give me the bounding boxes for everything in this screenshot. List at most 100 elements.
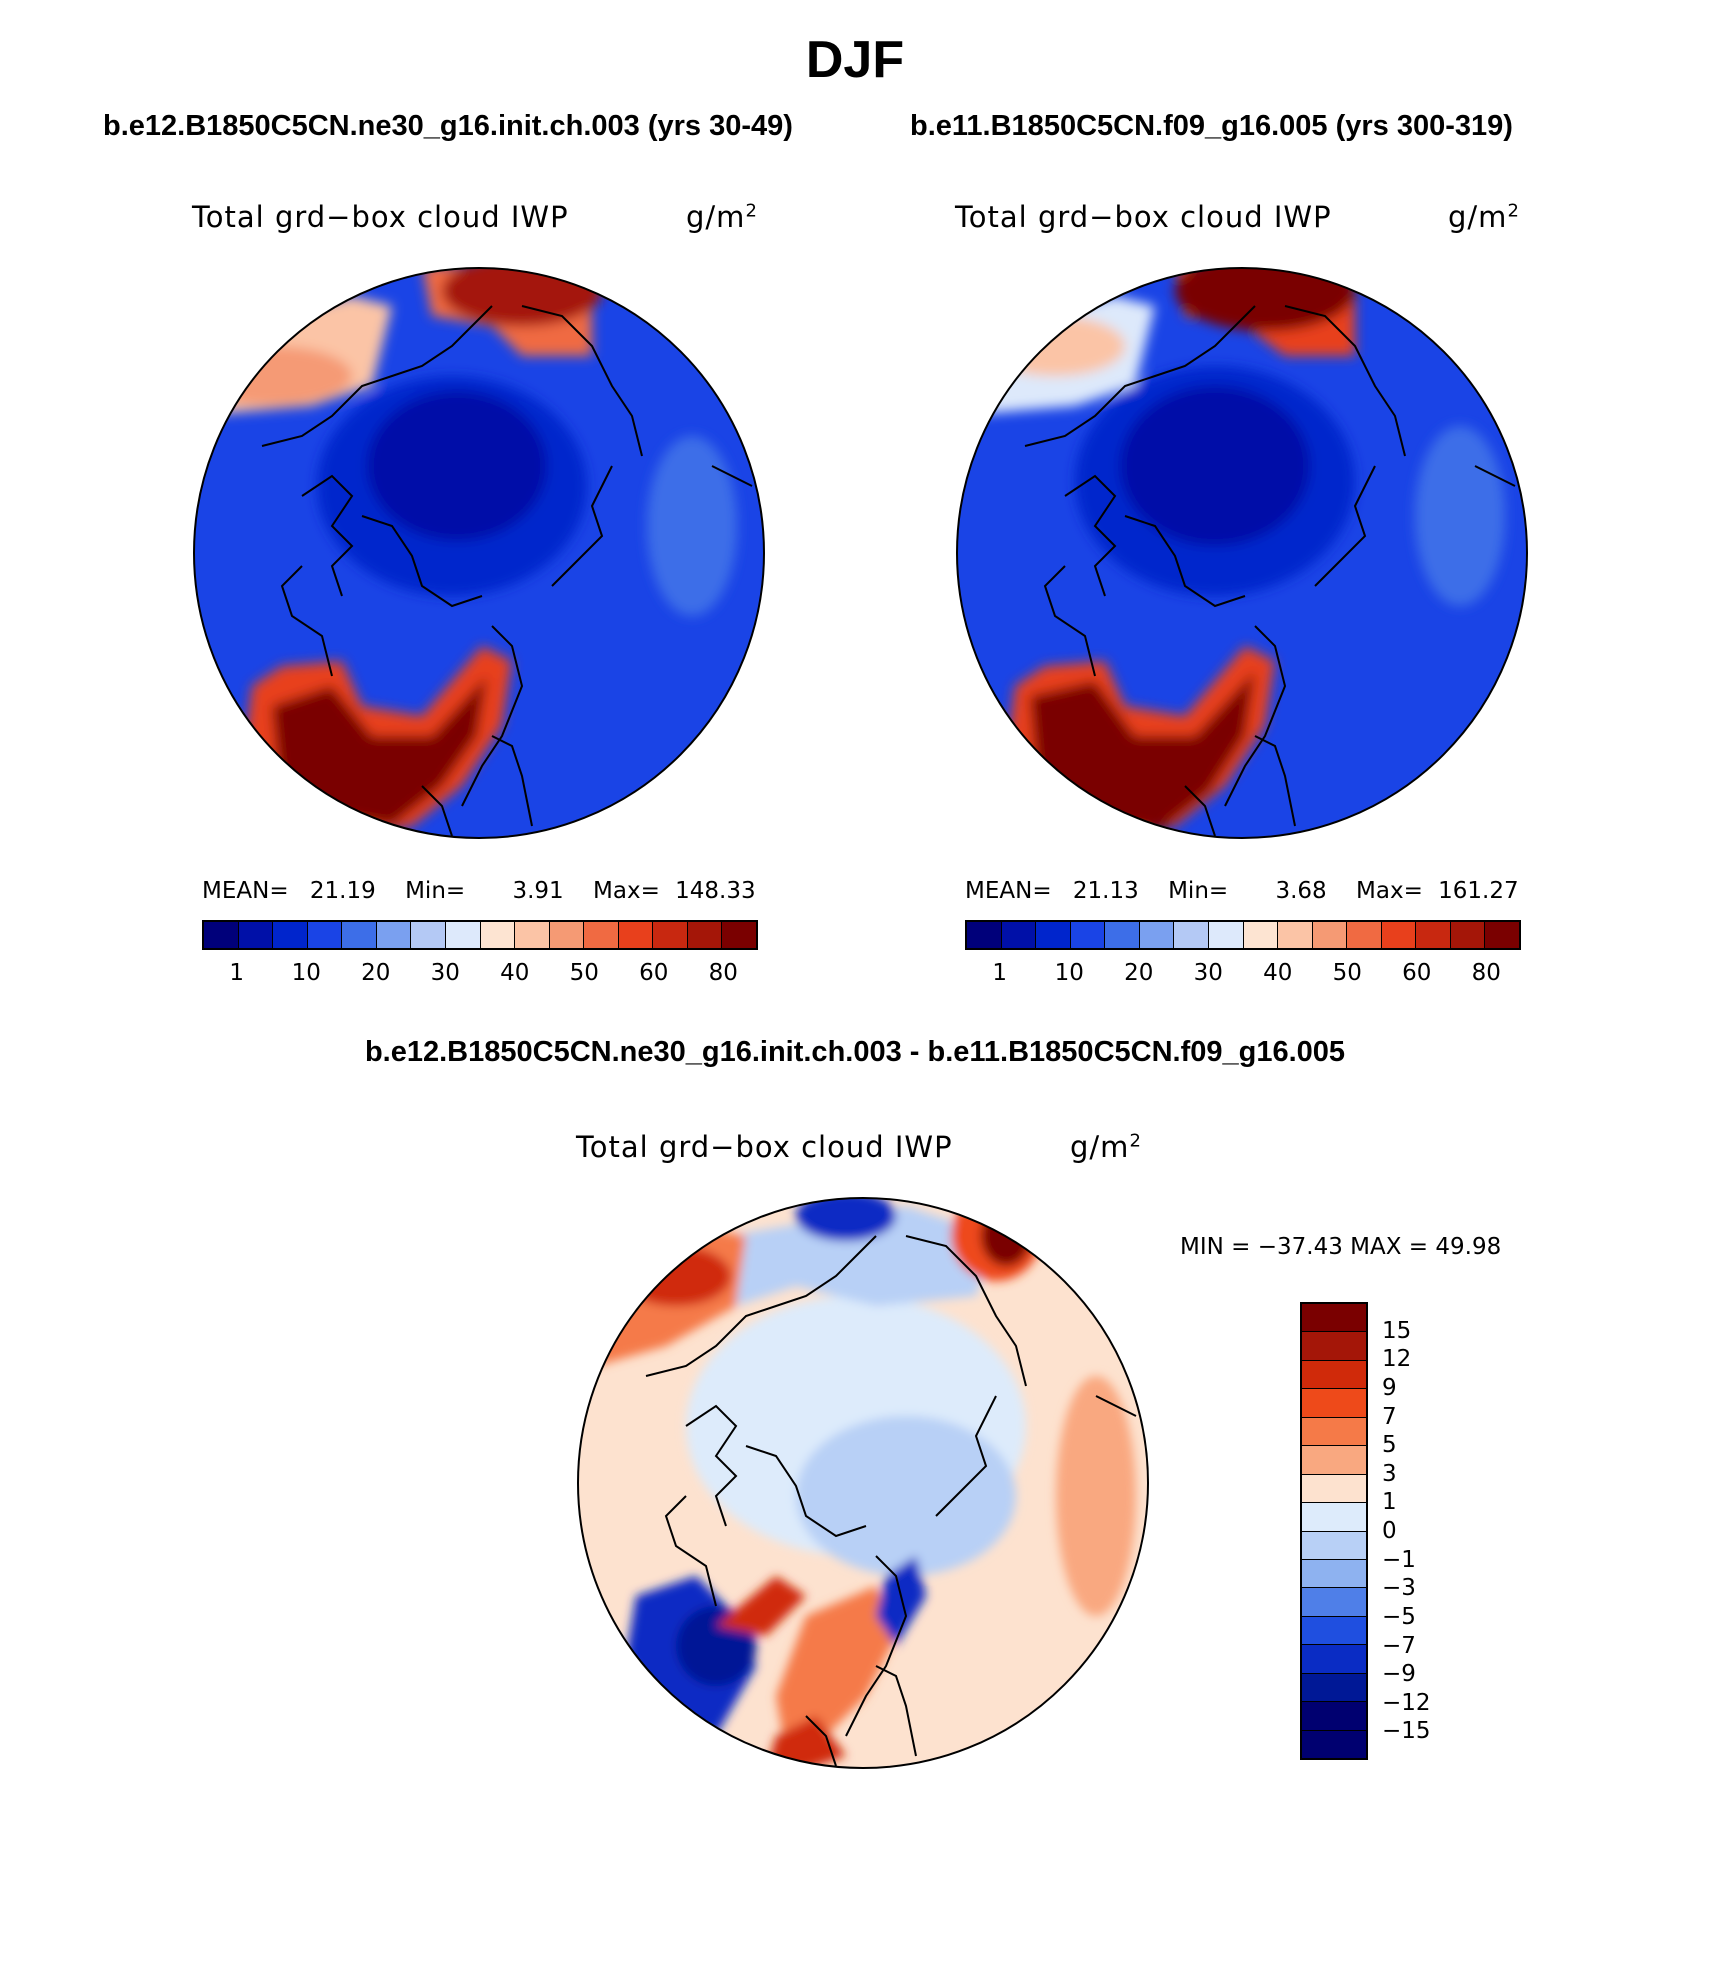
right-polar-map xyxy=(956,267,1528,839)
right-colorbar-swatch xyxy=(1347,922,1382,948)
left-colorbar-swatch xyxy=(204,922,239,948)
right-stats: MEAN= 21.13 Min= 3.68 Max= 161.27 xyxy=(965,878,1519,904)
right-colorbar-swatch xyxy=(1105,922,1140,948)
difference-title: b.e12.B1850C5CN.ne30_g16.init.ch.003 - b… xyxy=(364,1036,1346,1068)
right-coastlines xyxy=(1024,305,1516,837)
left-colorbar xyxy=(202,920,758,950)
diff-pacific-negative xyxy=(796,1198,896,1241)
diff-colorbar-swatch xyxy=(1302,1332,1366,1361)
left-units-label: g/m2 xyxy=(686,200,758,234)
diff-colorbar-swatch xyxy=(1302,1304,1366,1333)
left-stats: MEAN= 21.19 Min= 3.91 Max= 148.33 xyxy=(202,878,756,904)
left-variable-label: Total grd−box cloud IWP xyxy=(192,200,569,234)
diff-colorbar-swatch xyxy=(1302,1474,1366,1504)
right-colorbar-swatch xyxy=(1036,922,1071,948)
right-colorbar-swatch xyxy=(1174,922,1209,948)
diff-colorbar-tick-label: −1 xyxy=(1382,1546,1416,1573)
diff-polar-map xyxy=(577,1197,1149,1769)
diff-colorbar-swatch xyxy=(1302,1730,1366,1758)
right-colorbar-tick-label: 20 xyxy=(1124,960,1154,986)
diff-colorbar-swatch xyxy=(1302,1503,1366,1532)
diff-colorbar-tick-label: −12 xyxy=(1382,1689,1431,1716)
diff-colorbar-tick-label: 1 xyxy=(1382,1489,1397,1516)
left-colorbar-swatch xyxy=(480,922,516,948)
left-colorbar-tick-label: 40 xyxy=(500,960,530,986)
right-arctic-core xyxy=(1120,386,1310,546)
left-colorbar-swatch xyxy=(722,922,756,948)
right-colorbar-swatch xyxy=(1381,922,1417,948)
diff-colorbar-swatch xyxy=(1302,1360,1366,1390)
right-colorbar-tick-label: 80 xyxy=(1471,960,1501,986)
diff-colorbar-swatch xyxy=(1302,1673,1366,1703)
right-colorbar-swatch xyxy=(1001,922,1037,948)
right-colorbar-ticks: 1 10 20 30 40 50 60 80 xyxy=(965,960,1521,990)
left-colorbar-tick-label: 80 xyxy=(708,960,738,986)
right-units-label: g/m2 xyxy=(1448,200,1520,234)
diff-europe-positive xyxy=(776,1586,896,1756)
diff-colorbar-tick-label: −7 xyxy=(1382,1632,1416,1659)
left-colorbar-swatch xyxy=(549,922,585,948)
right-colorbar-swatch xyxy=(1450,922,1486,948)
diff-colorbar-tick-label: 7 xyxy=(1382,1403,1397,1430)
right-colorbar-tick-label: 50 xyxy=(1332,960,1362,986)
diff-coastlines xyxy=(645,1235,1137,1767)
left-colorbar-swatch xyxy=(411,922,446,948)
right-colorbar-swatch xyxy=(1312,922,1348,948)
left-colorbar-swatch xyxy=(687,922,723,948)
diff-colorbar-tick-label: −5 xyxy=(1382,1603,1416,1630)
season-title: DJF xyxy=(805,31,905,89)
diff-colorbar-swatch xyxy=(1302,1559,1366,1589)
left-arctic-core xyxy=(367,391,547,541)
diff-colorbar-tick-label: −3 xyxy=(1382,1575,1416,1602)
diff-colorbar-swatch xyxy=(1302,1588,1366,1617)
diff-colorbar-tick-label: 0 xyxy=(1382,1518,1397,1544)
diff-colorbar-tick-label: −15 xyxy=(1382,1718,1431,1745)
left-map-border xyxy=(193,267,765,839)
right-colorbar-tick-label: 30 xyxy=(1193,960,1223,986)
diff-colorbar-tick-label: 3 xyxy=(1382,1460,1397,1487)
left-colorbar-swatch xyxy=(376,922,412,948)
diff-colorbar-swatch xyxy=(1302,1446,1366,1475)
right-colorbar-tick-label: 1 xyxy=(992,960,1008,986)
case1-title: b.e12.B1850C5CN.ne30_g16.init.ch.003 (yr… xyxy=(103,110,793,142)
diff-colorbar-swatch xyxy=(1302,1389,1366,1418)
right-map-border xyxy=(956,267,1528,839)
right-colorbar-swatch xyxy=(1243,922,1279,948)
left-colorbar-tick-label: 30 xyxy=(430,960,460,986)
right-colorbar-swatch xyxy=(1485,922,1519,948)
diff-colorbar-tick-label: 15 xyxy=(1382,1317,1412,1344)
left-colorbar-ticks: 1 10 20 30 40 50 60 80 xyxy=(202,960,758,990)
diff-map-border xyxy=(577,1197,1149,1769)
left-colorbar-swatch xyxy=(273,922,308,948)
diff-variable-label: Total grd−box cloud IWP xyxy=(576,1130,953,1164)
diff-colorbar-swatch xyxy=(1302,1616,1366,1646)
right-colorbar-tick-label: 10 xyxy=(1054,960,1084,986)
diff-colorbar-tick-label: 12 xyxy=(1382,1346,1412,1373)
left-colorbar-tick-label: 20 xyxy=(361,960,391,986)
left-polar-map xyxy=(193,267,765,839)
left-coastlines xyxy=(261,305,753,837)
right-colorbar-swatch xyxy=(1070,922,1106,948)
right-colorbar-swatch xyxy=(1139,922,1175,948)
left-colorbar-tick-label: 1 xyxy=(229,960,245,986)
left-colorbar-swatch xyxy=(618,922,654,948)
right-colorbar-swatch xyxy=(1208,922,1244,948)
left-colorbar-swatch xyxy=(653,922,688,948)
right-colorbar-swatch xyxy=(967,922,1002,948)
left-colorbar-swatch xyxy=(515,922,550,948)
left-colorbar-swatch xyxy=(238,922,274,948)
case2-title: b.e11.B1850C5CN.f09_g16.005 (yrs 300-319… xyxy=(910,110,1513,142)
diff-colorbar-swatch xyxy=(1302,1531,1366,1560)
diff-colorbar-swatch xyxy=(1302,1417,1366,1447)
right-colorbar-swatch xyxy=(1278,922,1313,948)
diff-colorbar-swatch xyxy=(1302,1702,1366,1731)
left-colorbar-swatch xyxy=(445,922,481,948)
right-colorbar-swatch xyxy=(1416,922,1451,948)
diff-minmax: MIN = −37.43 MAX = 49.98 xyxy=(1180,1234,1502,1260)
right-variable-label: Total grd−box cloud IWP xyxy=(955,200,1332,234)
left-colorbar-tick-label: 60 xyxy=(639,960,669,986)
diff-colorbar xyxy=(1300,1302,1368,1760)
diff-colorbar-tick-label: −9 xyxy=(1382,1661,1416,1688)
diff-colorbar-tick-label: 9 xyxy=(1382,1374,1397,1401)
right-colorbar xyxy=(965,920,1521,950)
